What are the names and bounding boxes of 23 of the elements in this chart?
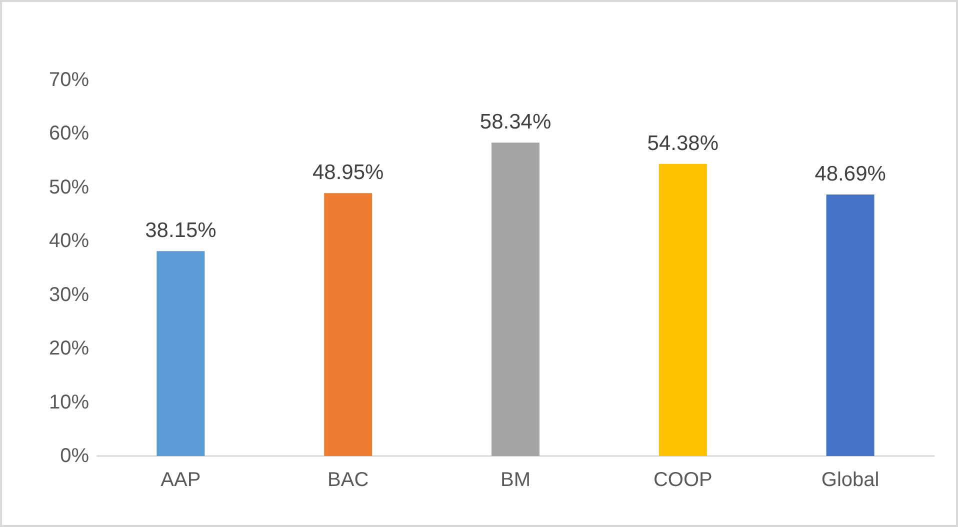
y-tick-label: 20% [48,338,90,360]
data-label: 54.38% [647,132,719,155]
y-tick-label: 40% [48,230,90,252]
bar [492,142,540,456]
data-label: 48.95% [312,161,384,184]
x-tick-label: BM [500,469,530,491]
x-tick-label: BAC [328,469,369,491]
data-label: 48.69% [814,162,886,186]
data-label: 58.34% [480,110,552,134]
bar [156,251,205,456]
y-tick-label: 0% [60,445,90,467]
bar [658,164,707,456]
x-tick-label: COOP [653,469,712,491]
y-tick-label: 30% [48,284,90,306]
bar [826,194,874,456]
x-tick-label: AAP [160,469,201,491]
bar [324,193,372,456]
y-tick-label: 50% [48,176,90,198]
y-tick-label: 70% [48,69,90,91]
y-tick-label: 60% [48,122,90,145]
data-label: 38.15% [145,219,216,242]
y-tick-label: 10% [48,391,90,414]
x-tick-label: Global [821,469,880,491]
